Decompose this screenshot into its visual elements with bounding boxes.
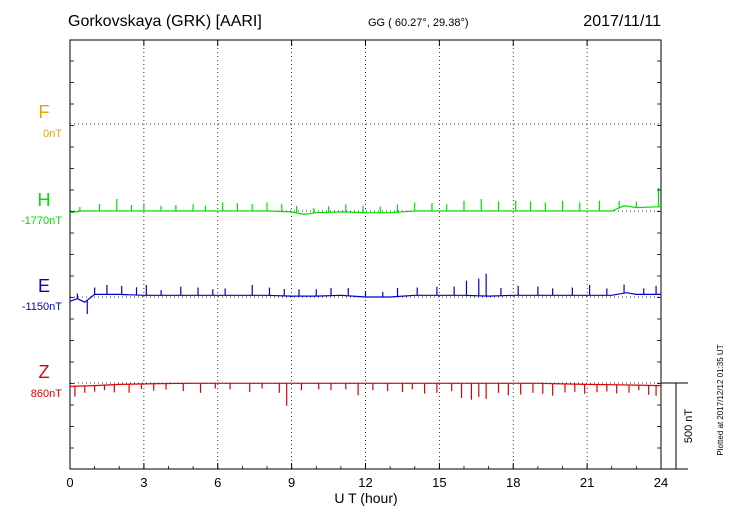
x-tick-label: 18 — [506, 475, 520, 490]
channel-name-e: E — [38, 276, 50, 296]
x-tick-label: 24 — [654, 475, 668, 490]
channel-name-z: Z — [39, 362, 50, 382]
plot-date: 2017/11/11 — [583, 13, 661, 30]
x-tick-label: 6 — [214, 475, 221, 490]
channel-name-h: H — [38, 190, 51, 210]
series-line-h — [69, 205, 662, 216]
channel-baseline-e: -1150nT — [22, 301, 62, 313]
channel-labels: F 0nT H -1770nT E -1150nT Z 860nT — [21, 102, 62, 400]
grid-lines — [70, 40, 661, 469]
series-layer — [69, 187, 662, 406]
scale-bar-label: 500 nT — [683, 409, 695, 444]
channel-baseline-h: -1770nT — [21, 215, 62, 227]
x-tick-label: 12 — [358, 475, 372, 490]
scale-bar: 500 nT — [661, 382, 695, 470]
channel-name-f: F — [39, 102, 50, 122]
x-tick-label: 15 — [432, 475, 446, 490]
channel-baseline-f: 0nT — [43, 128, 62, 140]
x-tick-label: 9 — [288, 475, 295, 490]
plotted-at-note: Plotted at 2017/12/12 01:35 UT — [716, 344, 725, 455]
x-tick-label: 0 — [66, 475, 73, 490]
station-coords: GG ( 60.27°, 29.38°) — [368, 17, 469, 29]
x-axis-label: U T (hour) — [334, 490, 397, 506]
x-axis-ticks: 0 3 6 9 12 15 18 21 24 — [66, 40, 668, 490]
x-tick-label: 3 — [140, 475, 147, 490]
series-line-z — [69, 382, 662, 387]
channel-baseline-z: 860nT — [31, 388, 62, 400]
station-title: Gorkovskaya (GRK) [AARI] — [68, 13, 262, 30]
x-tick-label: 21 — [580, 475, 594, 490]
series-line-e — [69, 292, 661, 303]
